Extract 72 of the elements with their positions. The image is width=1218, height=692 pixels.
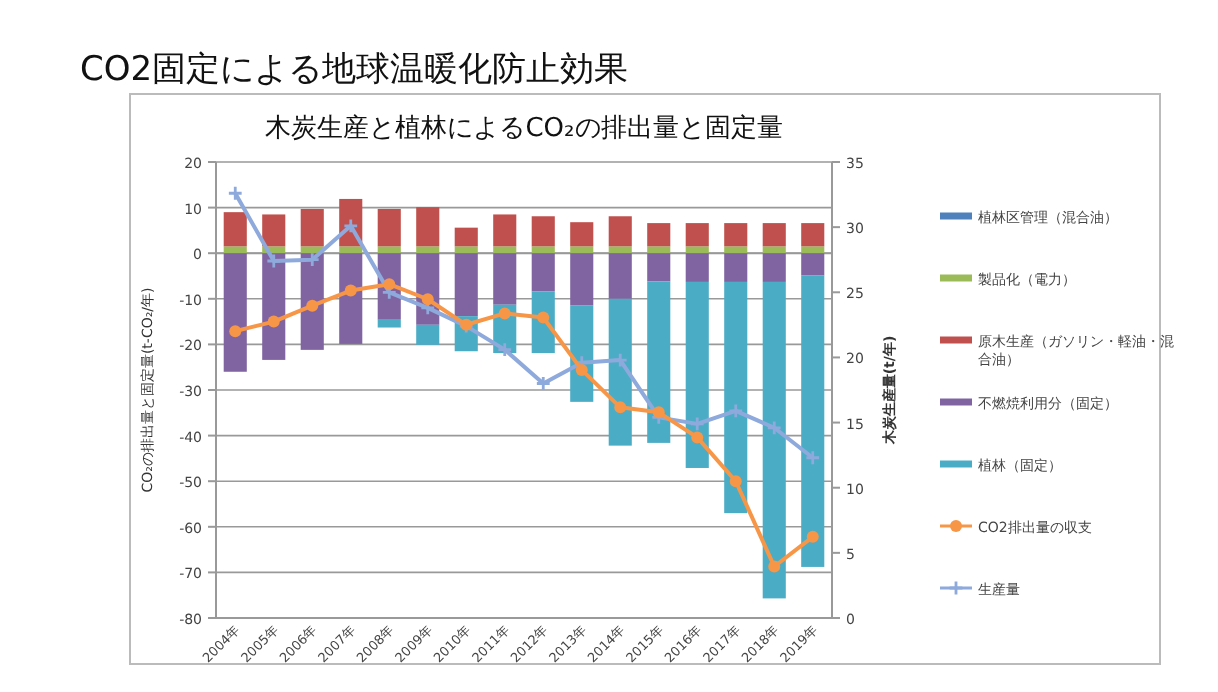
point <box>536 377 550 390</box>
bar <box>531 246 555 254</box>
bar <box>724 253 748 282</box>
bar <box>339 253 363 344</box>
chart-subtitle: 木炭生産と植林によるCO₂の排出量と固定量 <box>265 112 783 144</box>
point <box>537 311 550 324</box>
bar <box>801 275 825 567</box>
bar <box>685 281 709 468</box>
bar <box>377 208 401 247</box>
bar <box>223 246 247 254</box>
bar <box>223 253 247 372</box>
bar <box>377 246 401 254</box>
bar <box>724 246 748 254</box>
bar <box>685 246 709 254</box>
point <box>267 315 280 328</box>
point <box>767 421 781 435</box>
bar <box>762 246 786 254</box>
bar <box>801 223 825 247</box>
bar <box>223 212 247 247</box>
bar <box>647 281 671 443</box>
bar <box>570 253 594 306</box>
bar <box>493 253 517 305</box>
bar <box>647 223 671 247</box>
point <box>228 186 242 200</box>
bar <box>762 281 786 599</box>
point <box>383 278 396 291</box>
bar <box>570 246 594 254</box>
bar <box>724 281 748 514</box>
bar <box>416 207 440 247</box>
chart-title: CO2固定による地球温暖化防止効果 <box>80 50 629 90</box>
bar <box>608 216 632 247</box>
point <box>229 325 242 338</box>
point <box>768 560 781 573</box>
bar <box>454 246 478 254</box>
bar <box>762 223 786 247</box>
bar <box>570 222 594 247</box>
bar <box>685 223 709 247</box>
bar <box>377 319 401 328</box>
bar <box>608 246 632 254</box>
point <box>421 293 434 306</box>
point <box>690 417 704 431</box>
bar <box>454 253 478 317</box>
bar <box>647 253 671 282</box>
point <box>306 299 319 312</box>
bar <box>416 246 440 254</box>
bar <box>801 253 825 276</box>
bar <box>647 246 671 254</box>
bar <box>531 253 555 292</box>
bar <box>262 214 286 247</box>
bar <box>685 253 709 282</box>
bar <box>531 216 555 247</box>
point <box>806 530 819 543</box>
point <box>806 451 820 465</box>
point <box>498 343 512 357</box>
bar <box>608 253 632 299</box>
point <box>575 363 588 376</box>
bar <box>416 324 440 345</box>
bar <box>801 246 825 254</box>
bar <box>493 246 517 254</box>
point <box>652 406 665 419</box>
bar <box>724 223 748 247</box>
point <box>729 475 742 488</box>
bar <box>454 227 478 247</box>
point <box>344 284 357 297</box>
bar <box>762 253 786 282</box>
point <box>691 431 704 444</box>
point <box>498 307 511 320</box>
bar <box>493 214 517 247</box>
bar <box>300 208 324 247</box>
point <box>614 401 627 414</box>
point <box>729 404 743 418</box>
bar <box>339 246 363 254</box>
